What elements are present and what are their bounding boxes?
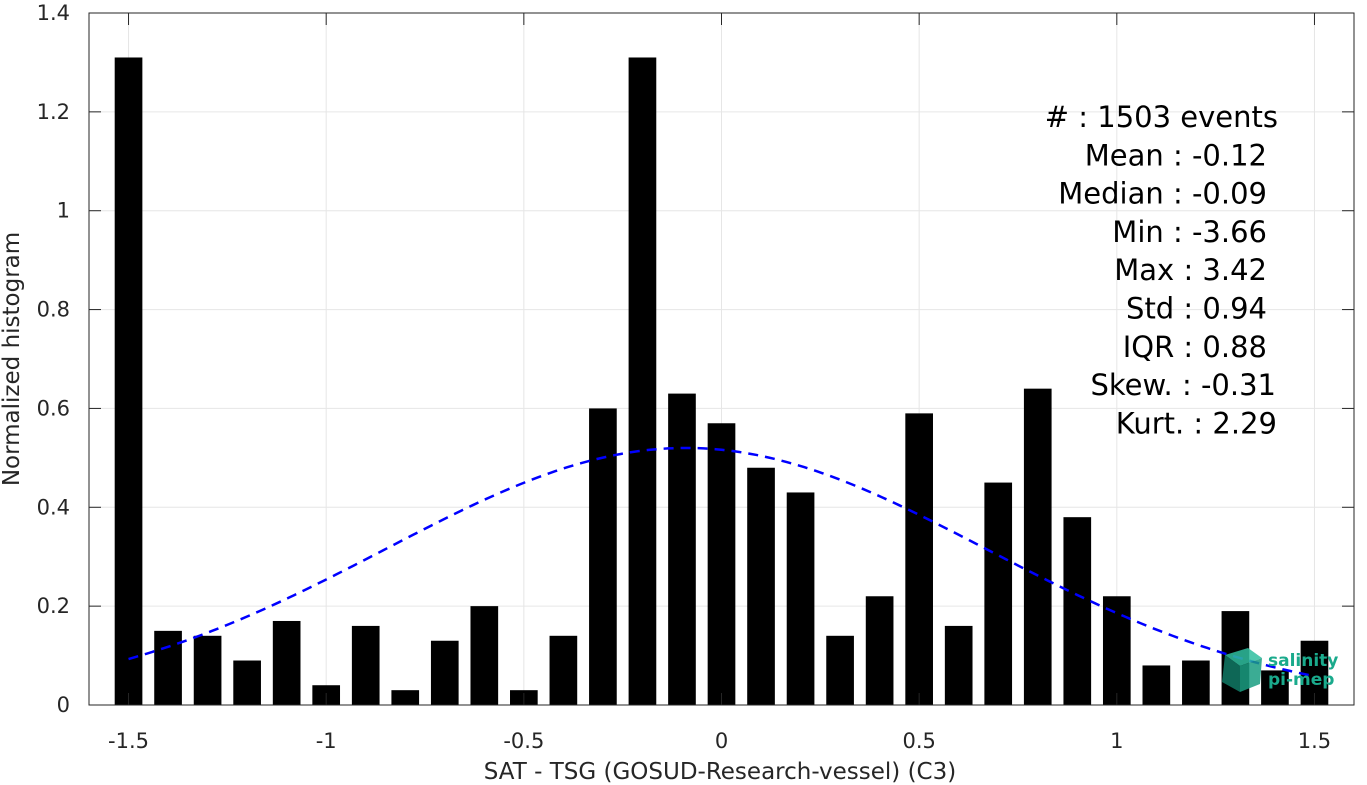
stats-line-8: Kurt. : 2.29 <box>1116 406 1277 440</box>
stats-line-0: # : 1503 events <box>1045 100 1278 134</box>
stats-line-6: IQR : 0.88 <box>1123 330 1267 364</box>
histogram-bar-0 <box>114 57 143 705</box>
fit-curve-line <box>128 446 1315 678</box>
stats-line-7: Skew. : -0.31 <box>1090 368 1276 402</box>
histogram-bar-20 <box>905 413 933 705</box>
histogram-bar-17 <box>786 492 815 705</box>
salinity-pi-mep-logo: salinity pi-mep <box>1222 648 1338 692</box>
y-tick-label-6: 1.2 <box>37 100 70 124</box>
x-tick-label-2: -0.5 <box>503 729 544 753</box>
y-tick-labels: 0 0.2 0.4 0.6 0.8 1 1.2 1.4 <box>37 1 70 717</box>
histogram-bar-27 <box>1182 660 1210 705</box>
histogram-bar-21 <box>944 625 973 705</box>
histogram-bar-25 <box>1102 596 1131 705</box>
y-tick-label-0: 0 <box>57 693 70 717</box>
histogram-bar-6 <box>351 625 380 705</box>
x-tick-label-3: 0 <box>715 729 728 753</box>
x-tick-label-0: -1.5 <box>108 729 149 753</box>
histogram-bar-15 <box>707 423 736 705</box>
x-tick-label-5: 1 <box>1110 729 1123 753</box>
histogram-bar-13 <box>628 57 657 705</box>
y-tick-label-5: 1 <box>57 199 70 223</box>
logo-line2: pi-mep <box>1268 670 1334 690</box>
logo-line1: salinity <box>1268 651 1338 671</box>
y-axis-title: Normalized histogram <box>0 232 25 486</box>
x-tick-labels: -1.5 -1 -0.5 0 0.5 1 1.5 <box>108 729 1331 753</box>
x-tick-label-4: 0.5 <box>902 729 935 753</box>
x-tick-label-1: -1 <box>316 729 337 753</box>
histogram-bar-3 <box>233 660 261 705</box>
stats-line-1: Mean : -0.12 <box>1085 138 1267 172</box>
histogram-bar-26 <box>1142 665 1171 705</box>
x-axis-title: SAT - TSG (GOSUD-Research-vessel) (C3) <box>484 759 956 785</box>
stats-line-3: Min : -3.66 <box>1112 215 1267 249</box>
grid-lines <box>89 12 1354 706</box>
y-tick-label-7: 1.4 <box>37 1 70 25</box>
stats-line-4: Max : 3.42 <box>1114 253 1267 287</box>
histogram-bar-29 <box>1261 670 1289 705</box>
histogram-bars <box>114 57 1329 705</box>
histogram-bar-7 <box>391 690 420 705</box>
histogram-bar-24 <box>1063 517 1092 705</box>
histogram-bar-4 <box>272 620 301 705</box>
histogram-bar-8 <box>430 640 459 705</box>
stats-line-5: Std : 0.94 <box>1126 292 1267 326</box>
stats-line-2: Median : -0.09 <box>1058 177 1267 211</box>
histogram-bar-9 <box>470 606 499 705</box>
histogram-bar-22 <box>984 482 1013 705</box>
normal-fit-curve <box>128 446 1315 678</box>
y-tick-label-1: 0.2 <box>37 594 70 618</box>
histogram-bar-19 <box>865 596 894 705</box>
y-tick-label-2: 0.4 <box>37 495 70 519</box>
y-tick-label-3: 0.6 <box>37 396 70 420</box>
histogram-bar-11 <box>549 635 578 705</box>
axes-frame <box>88 12 1355 706</box>
histogram-bar-14 <box>668 393 696 705</box>
histogram-bar-1 <box>154 630 182 705</box>
histogram-bar-16 <box>747 467 775 705</box>
x-tick-label-6: 1.5 <box>1298 729 1331 753</box>
histogram-bar-2 <box>193 635 222 705</box>
logo-cube-icon <box>1222 648 1262 692</box>
y-tick-label-4: 0.8 <box>37 298 70 322</box>
histogram-bar-23 <box>1023 388 1052 705</box>
histogram-bar-18 <box>826 635 854 705</box>
histogram-bar-12 <box>589 408 617 705</box>
statistics-annotation: # : 1503 events Mean : -0.12 Median : -0.0… <box>1045 100 1278 440</box>
